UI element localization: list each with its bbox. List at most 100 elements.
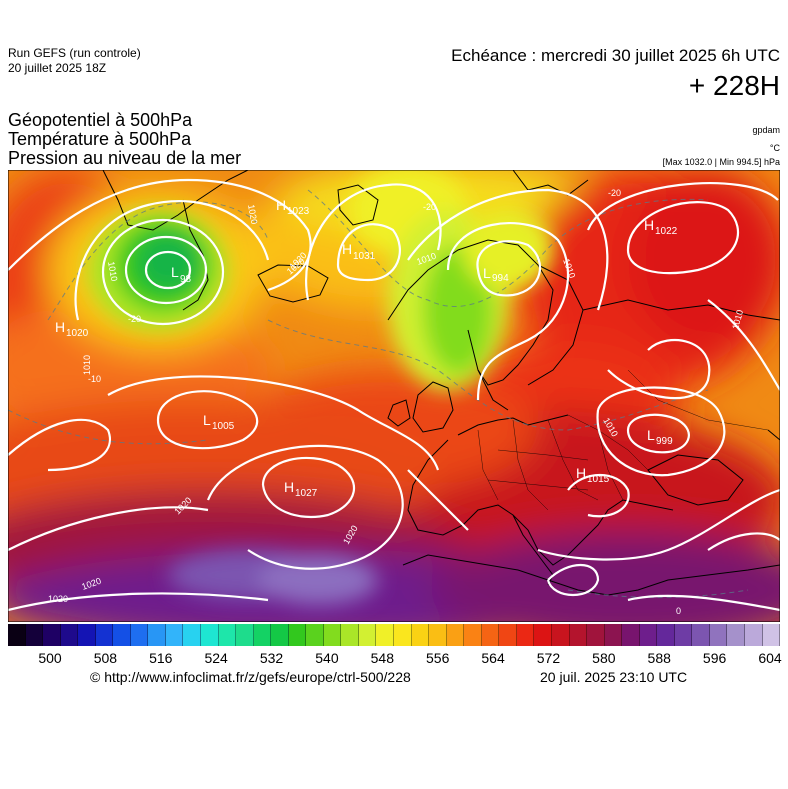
color-scale-swatch xyxy=(762,624,781,646)
color-scale-tick-label: 500 xyxy=(38,650,62,666)
color-scale-swatch xyxy=(130,624,149,646)
color-scale-swatch xyxy=(271,624,289,646)
unit-pressure-extremes: [Max 1032.0 | Min 994.5] hPa xyxy=(662,157,780,167)
low-pressure-marker: L xyxy=(171,264,179,280)
color-scale-swatch xyxy=(376,624,395,646)
color-scale-swatch xyxy=(446,624,465,646)
low-pressure-marker: L xyxy=(203,412,211,428)
isotherm-label: -20 xyxy=(608,188,621,198)
color-scale-swatch xyxy=(60,624,79,646)
color-scale-tick-label: 564 xyxy=(481,650,505,666)
pressure-value: 98 xyxy=(180,274,192,285)
color-scale-tick-label: 532 xyxy=(259,650,284,666)
color-scale-swatch xyxy=(639,624,658,646)
isotherm-label: 0 xyxy=(676,606,681,616)
color-scale-tick-label: 588 xyxy=(647,650,671,666)
color-scale-swatch xyxy=(218,624,237,646)
color-scale-swatch xyxy=(464,624,482,646)
low-pressure-marker: L xyxy=(647,427,655,443)
high-pressure-marker: H xyxy=(276,197,286,213)
color-scale-swatch xyxy=(516,624,535,646)
color-scale-swatch xyxy=(569,624,588,646)
color-scale-tick-label: 524 xyxy=(204,650,228,666)
color-scale-swatch xyxy=(341,624,359,646)
run-date: 20 juillet 2025 18Z xyxy=(8,61,107,75)
color-scale-swatch xyxy=(727,624,745,646)
high-pressure-marker: H xyxy=(576,465,586,481)
color-scale-swatch xyxy=(551,624,570,646)
color-scale-tick-label: 508 xyxy=(93,650,118,666)
isobar-label: 1020 xyxy=(246,204,259,225)
color-scale-swatch xyxy=(43,624,61,646)
pressure-value: 1020 xyxy=(66,328,89,339)
parameter-temperature: Température à 500hPa xyxy=(8,129,192,149)
color-scale-swatch xyxy=(499,624,517,646)
geopotential-field xyxy=(8,170,780,622)
unit-temperature: °C xyxy=(769,143,780,153)
isotherm-label: -10 xyxy=(88,374,101,384)
isotherm-label: -20 xyxy=(423,202,436,212)
color-scale-swatch xyxy=(709,624,728,646)
lead-time: + 228H xyxy=(688,70,780,101)
color-scale-swatch xyxy=(78,624,96,646)
pressure-value: 1022 xyxy=(655,226,678,237)
color-scale-tick-label: 516 xyxy=(149,650,173,666)
pressure-value: 1027 xyxy=(295,488,318,499)
color-scale-swatch xyxy=(148,624,166,646)
isobar-label: 1020 xyxy=(48,594,68,604)
color-scale-swatch xyxy=(534,624,552,646)
country-borders xyxy=(477,369,769,511)
color-scale-bar xyxy=(8,624,781,646)
color-scale-swatch xyxy=(113,624,131,646)
parameter-mslp: Pression au niveau de la mer xyxy=(8,148,242,168)
color-scale-tick-label: 556 xyxy=(426,650,450,666)
high-pressure-marker: H xyxy=(284,479,294,495)
pressure-value: 999 xyxy=(656,436,673,447)
temperature-isotherms xyxy=(8,189,749,598)
pressure-value: 1031 xyxy=(353,251,376,262)
color-scale-swatch xyxy=(358,624,377,646)
high-pressure-marker: H xyxy=(55,319,65,335)
color-scale-swatch xyxy=(95,624,114,646)
color-scale-swatch xyxy=(657,624,675,646)
color-scale-swatch xyxy=(306,624,324,646)
color-scale-tick-label: 572 xyxy=(536,650,561,666)
color-scale-swatch xyxy=(692,624,710,646)
color-scale-swatch xyxy=(481,624,500,646)
isobar-label: 1010 xyxy=(82,355,92,375)
color-scale-tick-label: 580 xyxy=(592,650,616,666)
unit-geopotential: gpdam xyxy=(752,125,780,135)
color-scale-swatch xyxy=(429,624,447,646)
color-scale-swatch xyxy=(183,624,202,646)
color-scale-swatch xyxy=(604,624,623,646)
color-scale-swatch xyxy=(25,624,44,646)
color-scale-swatch xyxy=(394,624,412,646)
color-scale-tick-label: 604 xyxy=(758,650,782,666)
pressure-value: 1023 xyxy=(287,206,310,217)
isobar-label: 1010 xyxy=(106,261,119,282)
high-pressure-marker: H xyxy=(342,241,352,257)
pressure-system-markers: H 1023 H 1031 L 994 H 1022 L 98 H 1020 L… xyxy=(55,197,678,499)
color-scale-swatch xyxy=(253,624,272,646)
generated-time: 20 juil. 2025 23:10 UTC xyxy=(540,669,688,685)
pressure-value: 994 xyxy=(492,273,509,284)
high-pressure-marker: H xyxy=(644,217,654,233)
color-scale-swatch xyxy=(411,624,430,646)
color-scale-tick-label: 540 xyxy=(315,650,339,666)
color-scale-swatch xyxy=(587,624,605,646)
run-name: Run GEFS (run controle) xyxy=(8,46,141,60)
color-scale-swatch xyxy=(674,624,693,646)
color-scale-labels: 500 508 516 524 532 540 548 556 564 572 580 588 596 6… xyxy=(8,650,782,668)
pressure-value: 1005 xyxy=(212,421,235,432)
source-url: © http://www.infoclimat.fr/z/gefs/europe… xyxy=(90,669,411,685)
pressure-value: 1015 xyxy=(587,474,610,485)
color-scale-swatch xyxy=(323,624,342,646)
color-scale-swatch xyxy=(236,624,254,646)
color-scale-tick-label: 596 xyxy=(702,650,727,666)
color-scale-swatch xyxy=(288,624,307,646)
forecast-valid-time: Echéance : mercredi 30 juillet 2025 6h U… xyxy=(451,46,780,65)
low-pressure-marker: L xyxy=(483,265,491,281)
color-scale-swatch xyxy=(201,624,219,646)
isobars xyxy=(8,178,780,612)
color-scale-swatch xyxy=(8,624,26,646)
